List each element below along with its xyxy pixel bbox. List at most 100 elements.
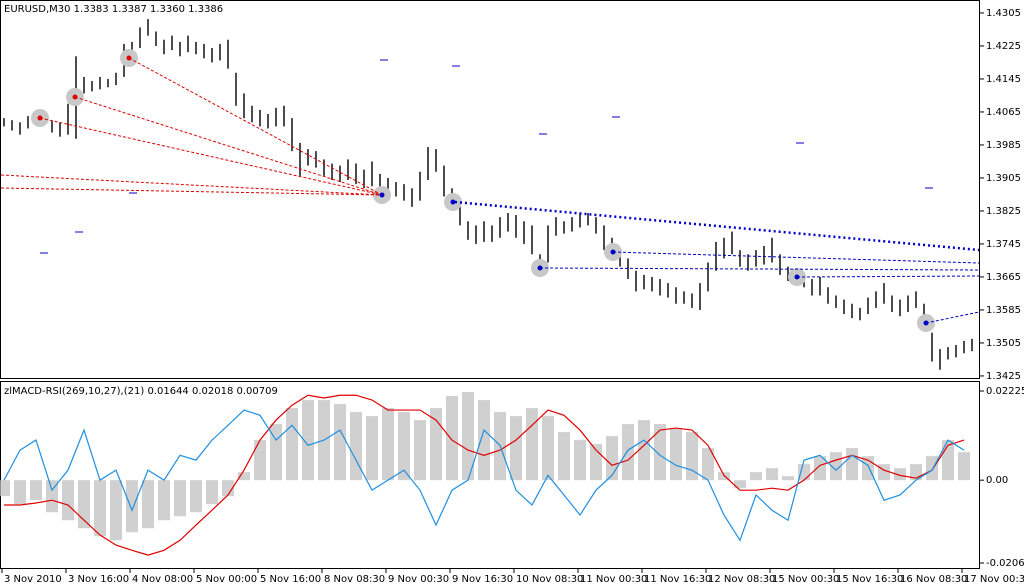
y-tick-label: 1.3825: [986, 206, 1021, 217]
indicator-title: zlMACD-RSI(269,10,27),(21) 0.01644 0.020…: [4, 386, 278, 397]
histogram-bar: [574, 440, 586, 481]
histogram-bar: [398, 412, 410, 481]
histogram-bar: [958, 452, 970, 481]
y-tick-label: 1.3665: [986, 272, 1021, 283]
blue-lines: [40, 59, 980, 324]
x-tick-label: 15 Nov 00:30: [772, 574, 839, 585]
arrow: [923, 320, 929, 326]
x-tick-label: 9 Nov 16:30: [452, 574, 513, 585]
x-tick-label: 5 Nov 00:00: [196, 574, 257, 585]
indicator-line: [4, 394, 965, 556]
x-tick-label: 3 Nov 16:00: [68, 574, 129, 585]
trend-line: [39, 117, 383, 196]
histogram-bar: [734, 480, 746, 489]
price-pane: [0, 0, 980, 379]
arrow: [126, 55, 132, 61]
histogram-bar: [286, 408, 298, 481]
arrow: [37, 115, 43, 121]
histogram-bar: [542, 416, 554, 481]
x-tick-label: 10 Nov 08:30: [516, 574, 583, 585]
trend-line: [796, 275, 980, 278]
trend-line: [612, 251, 980, 264]
histogram-bar: [654, 424, 666, 481]
histogram-bar: [302, 400, 314, 481]
histogram-bar: [126, 480, 138, 533]
histogram-bar: [798, 464, 810, 481]
arrow: [450, 199, 456, 205]
histogram-bar: [414, 420, 426, 481]
histogram-bar: [750, 472, 762, 481]
histogram-bar: [462, 392, 474, 481]
y-tick-label: 1.4145: [986, 74, 1021, 85]
histogram-bar: [670, 428, 682, 481]
y-tick-label: 0.00: [986, 475, 1008, 486]
trend-line: [74, 96, 383, 196]
indicator-line: [3, 409, 965, 542]
histogram-bar: [158, 480, 170, 521]
histogram-bar: [142, 480, 154, 529]
y-tick-label: -0.02067: [986, 558, 1024, 569]
arrow: [794, 274, 800, 280]
trend-lines: [0, 49, 980, 332]
histogram-bar: [206, 480, 218, 505]
arrow-dots: [37, 55, 929, 326]
histogram-bar: [334, 404, 346, 481]
histogram-bar: [782, 476, 794, 481]
arrow: [72, 94, 78, 100]
histogram-bar: [0, 480, 10, 497]
histogram-bar: [430, 408, 442, 481]
histogram-bar: [702, 448, 714, 481]
histogram-bar: [366, 416, 378, 481]
histogram-bar: [190, 480, 202, 513]
x-tick-label: 4 Nov 08:00: [132, 574, 193, 585]
arrow: [379, 192, 385, 198]
x-tick-label: 15 Nov 16:30: [836, 574, 903, 585]
price-title: EURUSD,M30 1.3383 1.3387 1.3360 1.3386: [4, 4, 223, 15]
histogram-bar: [94, 480, 106, 537]
histogram-bar: [350, 412, 362, 481]
histogram-bar: [238, 472, 250, 481]
x-tick-label: 12 Nov 08:30: [708, 574, 775, 585]
histogram-bar: [926, 456, 938, 481]
x-tick-label: 9 Nov 00:30: [388, 574, 449, 585]
x-tick-label: 11 Nov 16:30: [644, 574, 711, 585]
trend-line: [0, 174, 383, 196]
y-tick-label: 1.3905: [986, 173, 1021, 184]
y-tick-label: 0.02225: [986, 386, 1024, 397]
histogram-bar: [510, 416, 522, 481]
x-tick-label: 3 Nov 2010: [4, 574, 62, 585]
histogram-bar: [14, 480, 26, 505]
histogram-bar: [622, 424, 634, 481]
histogram-bar: [558, 432, 570, 481]
histogram-bar: [878, 464, 890, 481]
red-lines: [0, 57, 383, 196]
y-tick-label: 1.3985: [986, 140, 1021, 151]
histogram-bar: [606, 436, 618, 481]
trend-line: [0, 187, 383, 196]
histogram-bar: [46, 480, 58, 513]
histogram-bar: [78, 480, 90, 529]
trend-line: [128, 57, 383, 196]
histogram-bar: [478, 400, 490, 481]
histogram-bar: [814, 456, 826, 481]
histogram-bar: [174, 480, 186, 517]
histogram-bar: [894, 468, 906, 481]
x-tick-label: 16 Nov 08:30: [900, 574, 967, 585]
arrow: [610, 249, 616, 255]
histogram-bar: [254, 440, 266, 481]
histogram-bar: [30, 480, 42, 501]
y-tick-label: 1.3745: [986, 239, 1021, 250]
arrow: [537, 265, 543, 271]
y-tick-label: 1.4225: [986, 41, 1021, 52]
histogram-bar: [638, 420, 650, 481]
y-tick-label: 1.4305: [986, 8, 1021, 19]
x-tick-label: 5 Nov 16:00: [260, 574, 321, 585]
histogram-bar: [62, 480, 74, 521]
y-tick-label: 1.3585: [986, 305, 1021, 316]
histogram-bar: [382, 408, 394, 481]
y-tick-label: 1.3425: [986, 371, 1021, 382]
histogram-bar: [686, 432, 698, 481]
histogram-bar: [110, 480, 122, 541]
x-tick-label: 8 Nov 08:30: [324, 574, 385, 585]
